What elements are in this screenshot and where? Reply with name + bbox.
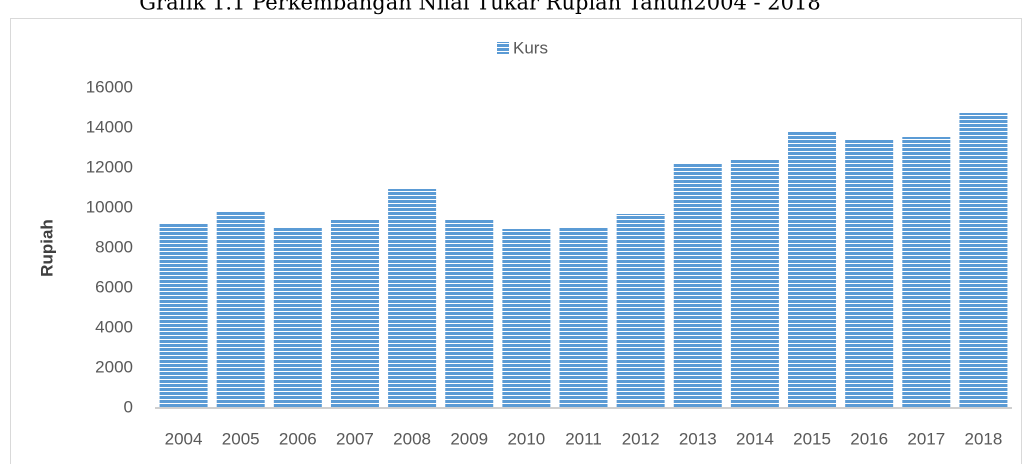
x-tick-label: 2011 [565,429,602,448]
chart-title: Grafik 1.1 Perkembangan Nilai Tukar Rupi… [139,0,820,15]
y-axis-title: Rupiah [37,219,56,277]
x-tick-label: 2007 [336,429,374,448]
bar [159,223,208,408]
x-tick-label: 2010 [507,429,545,448]
bar [730,159,779,408]
bar [559,227,608,408]
bar [673,164,722,408]
legend-swatch [497,42,509,54]
x-tick-label: 2008 [393,429,431,448]
y-tick-label: 12000 [86,157,133,176]
y-tick-label: 0 [124,397,133,416]
x-tick-label: 2012 [622,429,660,448]
bar [330,220,379,408]
bar [388,189,437,408]
y-tick-label: 4000 [95,317,133,336]
y-tick-label: 8000 [95,237,133,256]
y-tick-label: 10000 [86,197,133,216]
y-tick-label: 2000 [95,357,133,376]
y-tick-label: 14000 [86,117,133,136]
legend-label: Kurs [513,38,548,57]
x-tick-label: 2006 [279,429,317,448]
x-tick-label: 2014 [736,429,774,448]
x-tick-label: 2016 [850,429,888,448]
x-tick-label: 2018 [965,429,1003,448]
x-tick-label: 2017 [907,429,945,448]
x-tick-label: 2005 [222,429,260,448]
bar [845,139,894,408]
bar [273,228,322,408]
y-tick-label: 16000 [86,77,133,96]
bar [502,229,551,408]
x-tick-label: 2009 [450,429,488,448]
bar [216,211,265,408]
x-tick-label: 2004 [165,429,203,448]
bar [616,214,665,408]
bar [788,132,837,408]
y-tick-label: 6000 [95,277,133,296]
x-tick-label: 2013 [679,429,717,448]
bar [445,220,494,408]
bar [959,113,1008,408]
x-tick-label: 2015 [793,429,831,448]
bar [902,137,951,408]
